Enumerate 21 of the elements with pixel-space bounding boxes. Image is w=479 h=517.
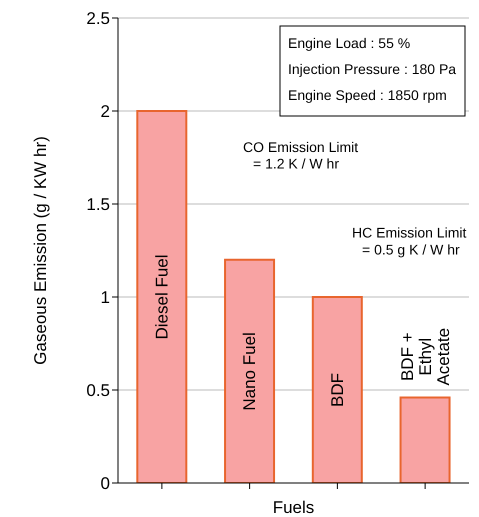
bar — [400, 396, 451, 483]
bar — [312, 296, 363, 483]
y-tick-label: 1.5 — [86, 195, 110, 214]
x-axis-title: Fuels — [272, 498, 314, 517]
bar — [224, 258, 276, 483]
y-tick-label: 1 — [100, 288, 110, 308]
annotation: Engine Speed : 1850 rpm — [288, 87, 447, 103]
annotation: HC Emission Limit = 0.5 g K / W hr — [352, 224, 466, 258]
annotation: CO Emission Limit = 1.2 K / W hr — [243, 138, 358, 172]
x-tick-label: Diesel Fuel — [152, 254, 172, 340]
annotation: Engine Load : 55 % — [288, 35, 410, 51]
y-tick-label: 0 — [100, 474, 110, 494]
y-tick-label: 2.5 — [86, 9, 110, 28]
y-axis-title: Gaseous Emission (g / KW hr) — [31, 136, 50, 365]
annotation: Injection Pressure : 180 Pa — [288, 61, 456, 77]
x-tick-label: BDF — [328, 373, 347, 407]
x-tick-label: BDF + Ethyl Acetate — [398, 328, 453, 386]
y-tick-label: 2 — [100, 102, 110, 122]
y-tick-label: 0.5 — [86, 381, 110, 400]
bar — [136, 110, 188, 483]
x-tick-label: Nano Fuel — [240, 332, 260, 411]
